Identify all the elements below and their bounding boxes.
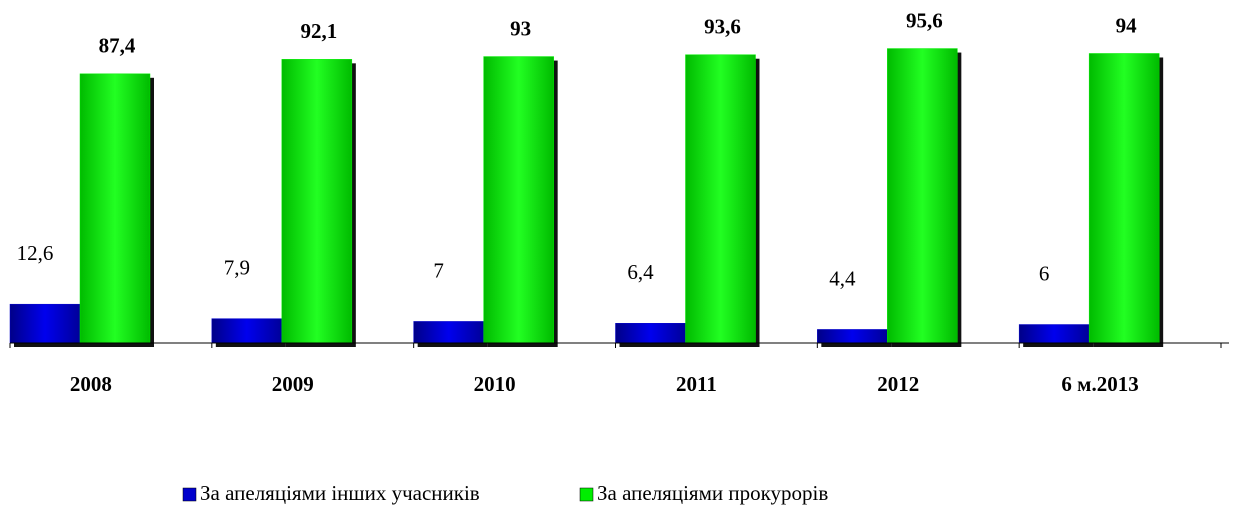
bar [1018, 324, 1090, 344]
legend-label: За апеляціями інших учасників [200, 481, 480, 505]
data-label: 4,4 [829, 266, 856, 290]
bar [79, 73, 151, 344]
x-tick-label: 2008 [70, 372, 112, 396]
data-label: 92,1 [300, 19, 337, 43]
bar [615, 323, 686, 344]
data-label: 7 [433, 258, 444, 282]
data-label: 93,6 [704, 15, 741, 39]
bar [817, 329, 888, 344]
bar [211, 318, 283, 344]
bar [281, 59, 353, 344]
legend-label: За апеляціями прокурорів [597, 481, 828, 505]
legend-swatch [182, 487, 197, 502]
bar [483, 56, 554, 344]
legend-swatch [579, 487, 594, 502]
bar [887, 48, 958, 344]
x-tick-label: 2009 [272, 372, 314, 396]
bar [1088, 53, 1160, 344]
data-label: 6,4 [627, 260, 654, 284]
x-tick-label: 2011 [676, 372, 717, 396]
data-label: 7,9 [224, 255, 250, 279]
data-label: 93 [510, 16, 531, 40]
data-label: 12,6 [17, 241, 54, 265]
data-label: 94 [1116, 13, 1138, 37]
data-label: 6 [1039, 261, 1050, 285]
x-tick-label: 6 м.2013 [1061, 372, 1138, 396]
x-tick-label: 2010 [474, 372, 516, 396]
bar [413, 321, 484, 344]
bar [9, 303, 81, 344]
data-label: 95,6 [906, 8, 943, 32]
x-tick-label: 2012 [877, 372, 919, 396]
bar [685, 54, 756, 344]
data-label: 87,4 [99, 34, 136, 58]
